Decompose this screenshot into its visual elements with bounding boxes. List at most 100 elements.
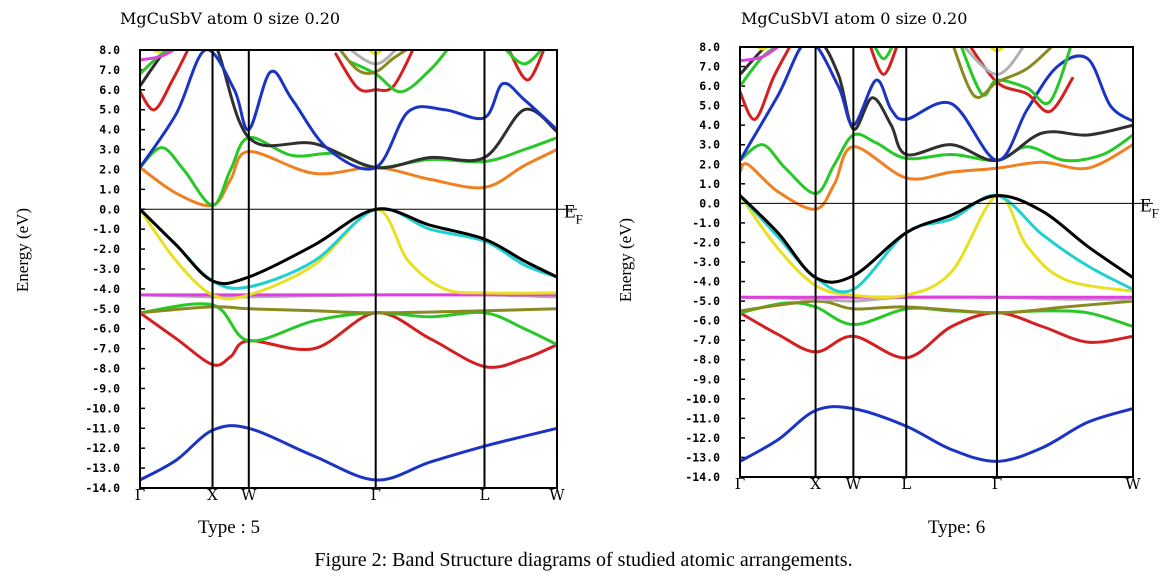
y-axis-label: Energy (eV) bbox=[616, 218, 635, 302]
y-tick-label: -8.0 bbox=[692, 353, 720, 367]
figure-caption: Figure 2: Band Structure diagrams of stu… bbox=[314, 549, 853, 571]
y-tick-label: 6.0 bbox=[99, 83, 120, 97]
band-line bbox=[754, 46, 771, 51]
y-tick-label: 7.0 bbox=[699, 60, 720, 74]
y-tick-label: -12.0 bbox=[85, 441, 120, 455]
kpoint-label: Γ bbox=[370, 486, 380, 504]
kpoint-label: W bbox=[846, 475, 862, 493]
kpoint-label: W bbox=[1125, 475, 1141, 493]
type-label: Type: 6 bbox=[928, 517, 986, 538]
kpoint-label: W bbox=[241, 486, 257, 504]
band-line bbox=[740, 311, 1133, 360]
chart-title: MgCuSbV atom 0 size 0.20 bbox=[120, 9, 340, 28]
y-tick-label: 1.0 bbox=[99, 182, 120, 196]
kpoint-label: Γ bbox=[992, 475, 1002, 493]
band-structure-chart-type-5: MgCuSbV atom 0 size 0.20 Energy (eV) 8.0 7.… bbox=[13, 9, 583, 504]
y-tick-label: -10.0 bbox=[685, 392, 720, 406]
band-line bbox=[740, 405, 1133, 463]
band-line bbox=[150, 49, 166, 54]
y-tick-label: 8.0 bbox=[99, 43, 120, 57]
band-line bbox=[868, 46, 899, 76]
y-tick-label: 3.0 bbox=[699, 138, 720, 152]
y-tick-label: -5.0 bbox=[92, 302, 120, 316]
band-line bbox=[873, 46, 895, 61]
band-line bbox=[740, 193, 1133, 284]
y-tick-label: 4.0 bbox=[99, 123, 120, 137]
y-tick-label: -6.0 bbox=[692, 314, 720, 328]
kpoint-label: W bbox=[549, 486, 565, 504]
y-tick-label: 5.0 bbox=[699, 99, 720, 113]
kpoint-label: Γ bbox=[735, 475, 745, 493]
chart-title: MgCuSbVI atom 0 size 0.20 bbox=[741, 9, 967, 28]
y-tick-label: 3.0 bbox=[99, 143, 120, 157]
y-tick-label: -2.0 bbox=[692, 235, 720, 249]
y-tick-label: -5.0 bbox=[692, 294, 720, 308]
y-tick-label: -4.0 bbox=[692, 275, 720, 289]
band-line bbox=[959, 46, 1073, 105]
fermi-level-label: EF bbox=[1140, 195, 1159, 220]
y-tick-label: 2.0 bbox=[99, 162, 120, 176]
y-tick-label: -12.0 bbox=[685, 431, 720, 445]
y-tick-label: -8.0 bbox=[92, 362, 120, 376]
y-tick-label: -9.0 bbox=[92, 381, 120, 395]
band-curves bbox=[740, 46, 1133, 463]
band-line bbox=[740, 46, 782, 63]
band-line bbox=[140, 206, 557, 290]
y-tick-label: 5.0 bbox=[99, 103, 120, 117]
band-structure-chart-type-6: MgCuSbVI atom 0 size 0.20 Energy (eV) 8.0 7… bbox=[616, 9, 1159, 493]
y-tick-label: 1.0 bbox=[699, 177, 720, 191]
band-line bbox=[140, 148, 557, 208]
band-line bbox=[348, 49, 450, 94]
band-line bbox=[740, 46, 792, 121]
plot-frame bbox=[139, 49, 558, 489]
y-tick-label: -1.0 bbox=[92, 222, 120, 236]
y-tick-label: -10.0 bbox=[85, 401, 120, 415]
band-structure-panel-type-6: MgCuSbVI atom 0 size 0.20 Energy (eV) 8.0 7… bbox=[583, 0, 1166, 545]
band-structure-panel-type-5: MgCuSbV atom 0 size 0.20 Energy (eV) 8.0 7.… bbox=[0, 0, 583, 545]
band-line bbox=[140, 49, 190, 112]
y-tick-label: -1.0 bbox=[692, 216, 720, 230]
y-tick-label: 8.0 bbox=[699, 40, 720, 54]
kpoint-label: X bbox=[810, 475, 821, 493]
band-line bbox=[140, 49, 557, 171]
band-curves bbox=[140, 49, 557, 482]
y-tick-label: -14.0 bbox=[85, 481, 120, 495]
y-tick-label: -11.0 bbox=[85, 421, 120, 435]
band-line bbox=[140, 49, 179, 62]
y-tick-label: -13.0 bbox=[85, 461, 120, 475]
fermi-level-subscript: F bbox=[1152, 205, 1159, 220]
band-line bbox=[140, 49, 557, 170]
y-tick-label: -3.0 bbox=[92, 262, 120, 276]
band-line bbox=[740, 46, 1133, 162]
y-tick-label: 4.0 bbox=[699, 118, 720, 132]
y-tick-label: -14.0 bbox=[685, 470, 720, 484]
band-line bbox=[140, 305, 557, 315]
y-tick-label: -11.0 bbox=[685, 411, 720, 425]
kpoint-label: X bbox=[207, 486, 218, 504]
band-line bbox=[740, 132, 1133, 196]
y-tick-label: -7.0 bbox=[92, 342, 120, 356]
y-tick-label: -2.0 bbox=[92, 242, 120, 256]
band-line bbox=[740, 143, 1133, 211]
band-line bbox=[140, 49, 175, 76]
band-line bbox=[140, 424, 557, 482]
band-line bbox=[508, 49, 546, 82]
band-line bbox=[740, 46, 1133, 162]
y-tick-label: -9.0 bbox=[692, 372, 720, 386]
y-tick-label: 6.0 bbox=[699, 79, 720, 93]
kpoint-label: L bbox=[479, 486, 489, 504]
plot-frame bbox=[739, 46, 1134, 478]
y-axis-label: Energy (eV) bbox=[13, 208, 32, 292]
band-line bbox=[740, 193, 1133, 294]
fermi-level-subscript: F bbox=[576, 211, 583, 226]
y-tick-label: -3.0 bbox=[692, 255, 720, 269]
y-tick-label: -13.0 bbox=[685, 450, 720, 464]
y-tick-label: 2.0 bbox=[699, 157, 720, 171]
y-tick-label: -6.0 bbox=[92, 322, 120, 336]
y-tick-label: -4.0 bbox=[92, 282, 120, 296]
fermi-level-label: EF bbox=[564, 201, 583, 226]
band-line bbox=[140, 207, 557, 286]
y-tick-label: -7.0 bbox=[692, 333, 720, 347]
band-line bbox=[140, 311, 557, 369]
kpoint-label: L bbox=[901, 475, 911, 493]
